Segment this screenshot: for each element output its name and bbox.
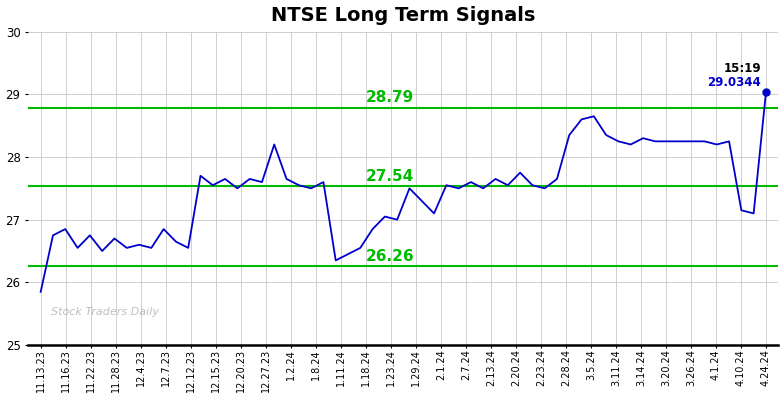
Text: Stock Traders Daily: Stock Traders Daily: [51, 307, 158, 317]
Text: 26.26: 26.26: [366, 249, 415, 264]
Title: NTSE Long Term Signals: NTSE Long Term Signals: [271, 6, 535, 25]
Text: 28.79: 28.79: [366, 90, 414, 105]
Text: 15:19: 15:19: [724, 62, 761, 75]
Text: 27.54: 27.54: [366, 169, 414, 184]
Text: 29.0344: 29.0344: [707, 76, 761, 89]
